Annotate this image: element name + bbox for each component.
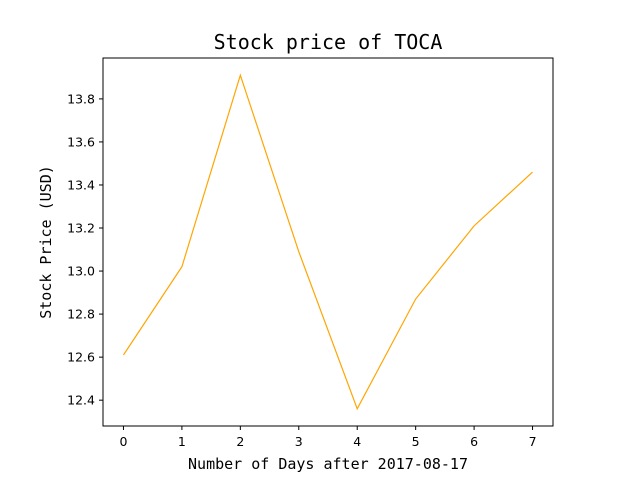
x-tick-label: 7 — [529, 434, 537, 449]
y-tick-label: 13.2 — [67, 221, 95, 236]
x-axis: 0 1 2 3 4 5 6 7 — [119, 426, 537, 449]
y-tick-label: 12.4 — [67, 393, 95, 408]
x-tick-label: 1 — [178, 434, 186, 449]
y-tick-label: 13.0 — [67, 264, 95, 279]
y-tick-label: 13.4 — [67, 177, 95, 192]
chart-title: Stock price of TOCA — [214, 30, 443, 54]
y-tick-label: 13.6 — [67, 134, 95, 149]
x-tick-label: 6 — [470, 434, 478, 449]
series-layer — [122, 73, 533, 411]
x-tick-label: 4 — [353, 434, 361, 449]
y-axis-label: Stock Price (USD) — [37, 165, 55, 319]
series-line-0 — [122, 73, 533, 411]
x-tick-label: 3 — [295, 434, 303, 449]
y-tick-label: 12.6 — [67, 350, 95, 365]
y-tick-label: 12.8 — [67, 307, 95, 322]
x-tick-label: 2 — [236, 434, 244, 449]
y-axis: 12.4 12.6 12.8 13.0 13.2 13.4 13.6 13.8 — [67, 91, 103, 408]
plot-area-frame — [102, 57, 554, 427]
x-tick-label: 5 — [412, 434, 420, 449]
x-tick-label: 0 — [119, 434, 127, 449]
x-axis-label: Number of Days after 2017-08-17 — [188, 455, 468, 473]
y-tick-label: 13.8 — [67, 91, 95, 106]
